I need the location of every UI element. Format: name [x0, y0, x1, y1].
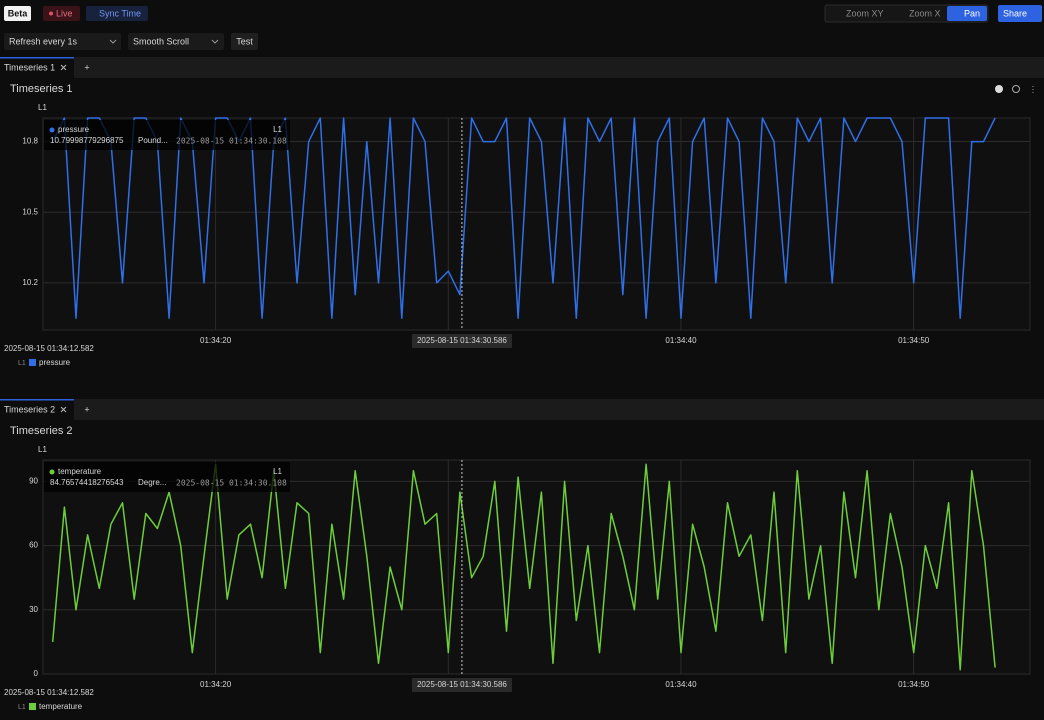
panel-title: Timeseries 2: [10, 425, 73, 437]
y-tick-label: 30: [29, 605, 38, 614]
tooltip-swatch: [49, 469, 55, 475]
tooltip-swatch: [49, 127, 55, 133]
x-tick-label: 01:34:50: [898, 336, 930, 345]
share-button[interactable]: [998, 5, 1042, 22]
y-tick-label: 0: [34, 669, 39, 678]
x-tick-label: 01:34:20: [200, 336, 232, 345]
tab-title: Timeseries 2: [4, 404, 55, 414]
cursor-label: 2025-08-15 01:34:30.586: [417, 680, 507, 689]
series-line: [52, 117, 996, 319]
add-tab[interactable]: +: [84, 404, 89, 414]
refresh-select[interactable]: [4, 33, 121, 50]
tooltip-unit: Pound...: [138, 136, 168, 145]
x-tick-label: 01:34:20: [200, 680, 232, 689]
start-label: 2025-08-15 01:34:12.582: [4, 344, 94, 353]
live-button[interactable]: [43, 6, 80, 21]
y-tick-label: 10.2: [22, 278, 38, 287]
sync-button[interactable]: [86, 6, 148, 21]
tooltip-unit: Degre...: [138, 478, 166, 487]
y-axis-label: L1: [38, 103, 47, 112]
tab-bar: [0, 57, 1044, 78]
tooltip: [44, 120, 290, 150]
tooltip-value: 10.79998779296875: [50, 136, 124, 145]
chevron: [109, 39, 117, 44]
refresh-text: Refresh every 1s: [9, 36, 78, 46]
tooltip-axis: L1: [273, 125, 282, 134]
live-text: Live: [56, 8, 73, 18]
legend-swatch: [29, 703, 36, 710]
scroll-select[interactable]: [128, 33, 224, 50]
tooltip: [44, 462, 290, 492]
cursor-label-bg: [411, 334, 512, 348]
pan-text: Pan: [964, 8, 980, 18]
legend-label[interactable]: temperature: [39, 702, 83, 711]
sync-text: Sync Time: [99, 8, 141, 18]
chevron: [211, 39, 219, 44]
start-label: 2025-08-15 01:34:12.582: [4, 688, 94, 697]
tab-indicator: [0, 57, 74, 59]
share-text: Share: [1003, 8, 1027, 18]
tab-indicator: [0, 399, 74, 401]
series-line: [51, 463, 996, 671]
zoom-xy[interactable]: Zoom XY: [846, 8, 884, 18]
x-tick-label: 01:34:40: [665, 680, 697, 689]
tooltip-value: 84.76574418276543: [50, 478, 124, 487]
tooltip-name: pressure: [58, 125, 90, 134]
tab-title: Timeseries 1: [4, 62, 55, 72]
beta-text: Beta: [8, 8, 29, 18]
add-tab[interactable]: +: [84, 62, 89, 72]
tooltip-name: temperature: [58, 467, 102, 476]
cursor-label-bg: [411, 678, 512, 692]
tab-bar: [0, 399, 1044, 420]
tab-close[interactable]: [60, 406, 67, 413]
x-tick-label: 01:34:50: [898, 680, 930, 689]
x-tick-label: 01:34:40: [665, 336, 697, 345]
y-axis-label: L1: [38, 445, 47, 454]
test-button[interactable]: [231, 33, 258, 50]
zoom-x[interactable]: Zoom X: [909, 8, 941, 18]
tab[interactable]: [0, 399, 74, 420]
history-icon[interactable]: [995, 85, 1003, 93]
legend-axis: L1: [18, 360, 26, 367]
tab[interactable]: [0, 57, 74, 78]
legend-axis: L1: [18, 704, 26, 711]
y-tick-label: 90: [29, 477, 38, 486]
tooltip-axis: L1: [273, 467, 282, 476]
tooltip-time: 2025-08-15 01:34:30.108: [176, 479, 287, 488]
panel-title: Timeseries 1: [10, 83, 73, 95]
cursor-label: 2025-08-15 01:34:30.586: [417, 336, 507, 345]
y-tick-label: 10.8: [22, 137, 38, 146]
live-dot: [49, 11, 53, 16]
plot-area: [42, 459, 1031, 675]
tab-close[interactable]: [60, 64, 67, 71]
legend-label[interactable]: pressure: [39, 358, 71, 367]
scroll-text: Smooth Scroll: [133, 36, 189, 46]
pan-button[interactable]: [947, 6, 987, 21]
legend-swatch: [29, 359, 36, 366]
y-tick-label: 60: [29, 541, 38, 550]
y-tick-label: 10.5: [22, 207, 38, 216]
settings-icon[interactable]: [1012, 85, 1020, 93]
test-text: Test: [236, 36, 253, 46]
beta-badge: [4, 6, 31, 21]
tooltip-time: 2025-08-15 01:34:30.108: [176, 137, 287, 146]
